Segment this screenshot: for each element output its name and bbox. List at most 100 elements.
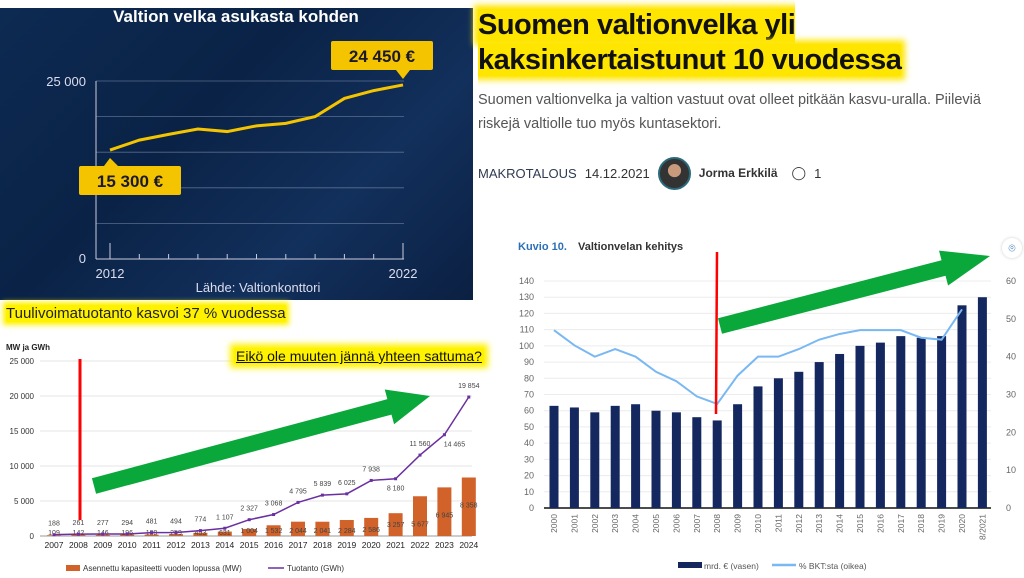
y-tick-label: 50 xyxy=(524,422,534,432)
production-point xyxy=(272,513,276,517)
y-tick-label: 30 xyxy=(524,454,534,464)
green-arrow-annotation xyxy=(91,389,430,494)
production-value-label: 261 xyxy=(73,520,85,527)
x-tick-label: 2010 xyxy=(118,540,137,550)
debt-bar xyxy=(855,345,865,508)
x-tick-label: 2023 xyxy=(435,540,454,550)
y-tick-label: 90 xyxy=(524,357,534,367)
production-value-label: 6 025 xyxy=(338,480,356,487)
visual-search-icon[interactable]: ⌾ xyxy=(1002,238,1022,258)
debt-bar xyxy=(753,386,763,508)
capacity-value-label: 1 004 xyxy=(240,528,258,535)
y-tick-label: 80 xyxy=(524,373,534,383)
capacity-value-label: 2 044 xyxy=(289,528,307,535)
production-point xyxy=(320,493,324,497)
x-tick-label: 2009 xyxy=(93,540,112,550)
x-tick-label: 2011 xyxy=(773,514,783,533)
author-name[interactable]: Jorma Erkkilä xyxy=(698,166,778,180)
production-point xyxy=(150,531,154,535)
capacity-value-label: 631 xyxy=(219,530,231,537)
x-tick-label: 2006 xyxy=(671,514,681,533)
article-date: 14.12.2021 xyxy=(584,165,650,181)
capacity-value-label: 6 945 xyxy=(436,512,454,519)
debt-bar xyxy=(712,420,722,508)
comment-icon[interactable]: ◯ xyxy=(791,165,807,180)
end-value-label: 24 450 € xyxy=(349,47,416,66)
production-point xyxy=(198,529,202,533)
legend-swatch-capacity xyxy=(66,565,80,571)
comment-count[interactable]: 1 xyxy=(814,165,822,181)
x-tick-label: 2019 xyxy=(937,514,947,533)
production-value-label: 14 465 xyxy=(444,442,466,449)
y-tick-label: 70 xyxy=(524,390,534,400)
production-value-label: 277 xyxy=(97,520,109,527)
category-link[interactable]: MAKROTALOUS xyxy=(478,165,577,181)
capacity-bar xyxy=(413,496,427,536)
debt-bar xyxy=(896,336,906,508)
production-point xyxy=(442,433,446,437)
y-tick-label: 100 xyxy=(519,341,534,351)
end-label-pointer xyxy=(396,70,410,79)
y-tick-label: 120 xyxy=(519,308,534,318)
y-tick-label: 20 xyxy=(524,471,534,481)
debt-bar xyxy=(651,410,661,508)
question-annotation[interactable]: Eikö ole muuten jännä yhteen sattuma? xyxy=(234,348,484,364)
y-tick-label: 15 000 xyxy=(10,427,35,436)
x-tick-label: 2016 xyxy=(264,540,283,550)
debt-bar xyxy=(610,405,620,508)
production-value-label: 8 180 xyxy=(387,486,405,493)
y-tick-label: 5 000 xyxy=(14,497,35,506)
start-label-box xyxy=(79,166,181,195)
capacity-bar xyxy=(193,532,208,536)
x-tick-label: 2013 xyxy=(191,540,210,550)
article-lead: Suomen valtionvelka ja valtion vastuut o… xyxy=(478,92,981,132)
production-value-label: 774 xyxy=(195,517,207,524)
debt-bar xyxy=(733,404,743,508)
y-tick-label: 130 xyxy=(519,292,534,302)
capacity-bar xyxy=(437,487,452,536)
x-tick-label: 2002 xyxy=(590,514,600,533)
production-point xyxy=(467,395,471,399)
x-tick-label: 2008 xyxy=(69,540,88,550)
capacity-value-label: 2 041 xyxy=(314,528,332,535)
wind-power-chart: MW ja GWh 0 5 000 10 000 15 000 20 000 25 000 1… xyxy=(6,343,480,573)
end-label-box xyxy=(331,41,433,70)
y2-tick-label: 20 xyxy=(1006,427,1016,437)
legend-swatch-debt xyxy=(678,562,702,568)
article-title[interactable]: Suomen valtionvelka yli kaksinkertaistun… xyxy=(478,9,902,76)
x-tick-label: 2019 xyxy=(337,540,356,550)
production-value-label: 3 068 xyxy=(265,501,283,508)
article-meta: MAKROTALOUS 14.12.2021 Jorma Erkkilä ◯ 1 xyxy=(478,156,822,190)
x-tick-label: 2012 xyxy=(794,514,804,533)
debt-bar xyxy=(814,362,824,508)
x-tick-label: 2018 xyxy=(313,540,332,550)
legend-label-debt: mrd. € (vasen) xyxy=(704,561,759,571)
chart-title-prefix: Kuvio 10. xyxy=(518,241,567,253)
production-point xyxy=(52,533,56,537)
x-tick-label: 2005 xyxy=(651,514,661,533)
capacity-value-label: 5 677 xyxy=(411,521,429,528)
x-tick-label: 2011 xyxy=(142,540,161,550)
y-tick-label: 25 000 xyxy=(46,74,86,89)
capacity-value-label: 1 532 xyxy=(265,528,283,535)
author-avatar[interactable] xyxy=(657,156,691,190)
debt-bar xyxy=(692,417,702,508)
x-tick-label: 2003 xyxy=(610,514,620,533)
production-value-label: 494 xyxy=(170,519,182,526)
x-tick-label: 2009 xyxy=(733,514,743,533)
x-tick-label: 2020 xyxy=(362,540,381,550)
production-value-label: 19 854 xyxy=(458,383,480,390)
debt-bar xyxy=(549,405,559,508)
legend-label-gdp: % BKT:sta (oikea) xyxy=(799,561,867,571)
debt-bar xyxy=(590,412,600,508)
production-point xyxy=(101,532,105,536)
debt-per-capita-panel: Valtion velka asukasta kohden 0 25 000 2012… xyxy=(0,8,473,300)
capacity-value-label: 8 358 xyxy=(460,502,478,509)
x-tick-label: 2007 xyxy=(692,514,702,533)
capacity-value-label: 2 586 xyxy=(362,527,380,534)
capacity-value-label: 453 xyxy=(195,530,207,537)
production-value-label: 294 xyxy=(121,520,133,527)
capacity-bar xyxy=(461,477,476,536)
debt-bar xyxy=(937,336,947,508)
production-value-label: 2 327 xyxy=(240,506,258,513)
